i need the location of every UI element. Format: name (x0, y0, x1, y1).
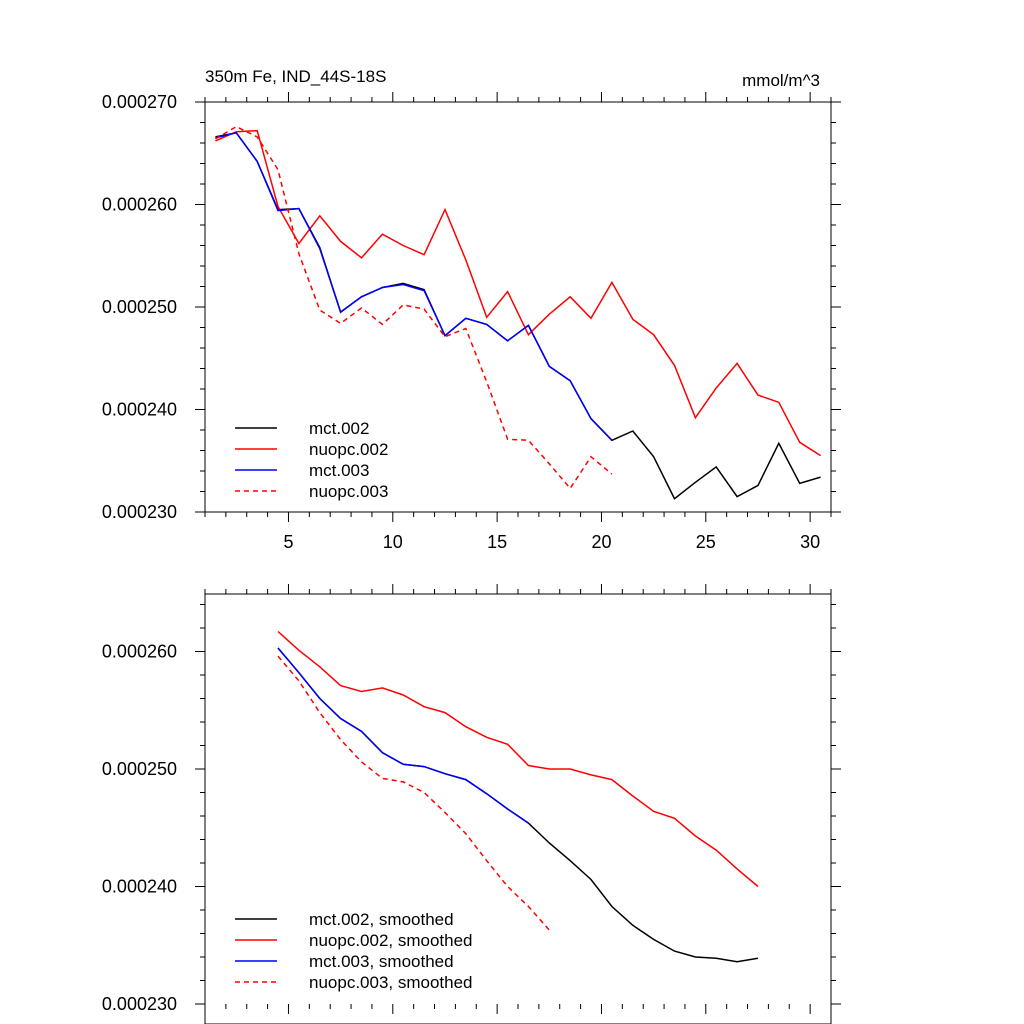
top-legend-label: nuopc.002 (309, 440, 388, 459)
top-legend-label: mct.003 (309, 461, 369, 480)
top-series-line-3 (215, 125, 613, 490)
top-y-tick-label: 0.000230 (102, 502, 177, 522)
bottom-chart-panel: 0.000230 0.000240 0.000250 0.000260 mct.002… (102, 584, 841, 1024)
top-x-tick-label: 25 (696, 532, 716, 552)
top-series-line-1 (215, 129, 822, 457)
bottom-legend-label: mct.003, smoothed (309, 952, 454, 971)
top-plot-frame (204, 101, 832, 513)
bottom-legend-label: nuopc.002, smoothed (309, 931, 473, 950)
bottom-y-tick-label: 0.000240 (102, 877, 177, 897)
top-x-tick-label: 5 (283, 532, 293, 552)
top-x-tick-label: 30 (800, 532, 820, 552)
bottom-y-tick-label: 0.000230 (102, 994, 177, 1014)
top-x-tick-label: 20 (591, 532, 611, 552)
top-series-line-0 (215, 131, 821, 500)
bottom-series-line-1 (277, 630, 759, 888)
top-chart-panel: 350m Fe, IND_44S-18S mmol/m^3 5 10 15 20 25 3… (102, 67, 841, 552)
bottom-y-tick-label: 0.000260 (102, 642, 177, 662)
top-y-tick-label: 0.000240 (102, 400, 177, 420)
top-y-tick-label: 0.000260 (102, 195, 177, 215)
bottom-series-group (277, 630, 759, 963)
bottom-plot-frame (204, 593, 832, 1024)
top-x-tick-label: 10 (383, 532, 403, 552)
top-series-line-2 (215, 131, 613, 441)
bottom-legend-label: mct.002, smoothed (309, 910, 454, 929)
top-series-group (215, 125, 822, 500)
top-x-tick-label: 15 (487, 532, 507, 552)
top-legend: mct.002 nuopc.002 mct.003 nuopc.003 (235, 419, 388, 501)
top-y-tick-label: 0.000250 (102, 297, 177, 317)
top-legend-label: nuopc.003 (309, 482, 388, 501)
chart-units: mmol/m^3 (742, 71, 820, 90)
bottom-legend-label: nuopc.003, smoothed (309, 973, 473, 992)
bottom-y-tick-label: 0.000250 (102, 759, 177, 779)
top-axis-ticks: 5 10 15 20 25 30 0.000230 0.000240 0.000250 0.000… (102, 92, 841, 552)
bottom-series-line-3 (277, 655, 550, 931)
bottom-legend: mct.002, smoothed nuopc.002, smoothed mct.… (235, 910, 473, 992)
top-legend-label: mct.002 (309, 419, 369, 438)
bottom-series-line-2 (277, 647, 529, 824)
chart-title: 350m Fe, IND_44S-18S (205, 67, 386, 86)
bottom-axis-ticks: 0.000230 0.000240 0.000250 0.000260 (102, 584, 841, 1014)
top-y-tick-label: 0.000270 (102, 92, 177, 112)
